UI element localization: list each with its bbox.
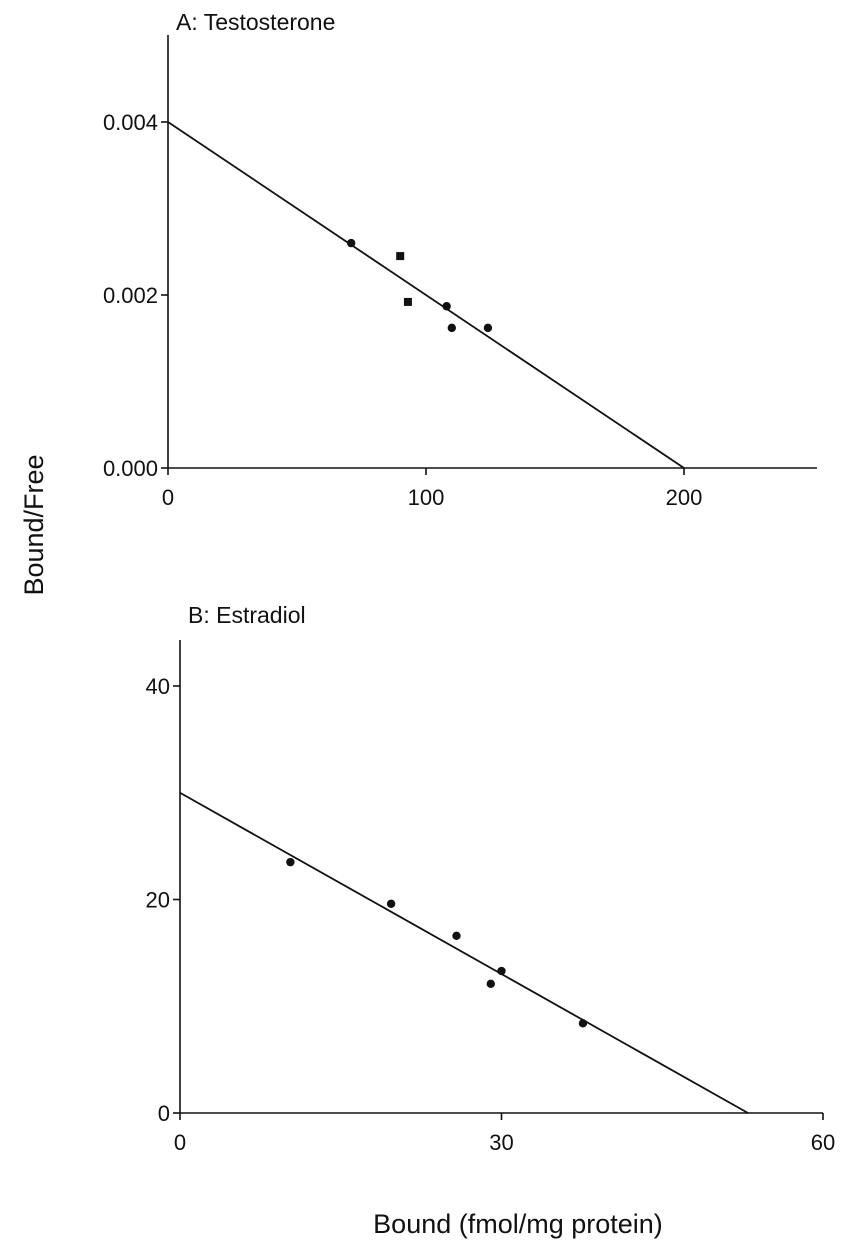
chart1-x-tick-label: 30 [489,1130,513,1155]
x-axis-title: Bound (fmol/mg protein) [373,1209,663,1239]
chart1-data-point [578,1019,588,1028]
chart0-x-tick-label: 200 [666,485,703,510]
chart0-fit-line [167,121,685,469]
chart1-x-tick-label: 0 [174,1130,186,1155]
chart1-y-tick-label: 20 [146,888,170,913]
chart0-data-point [483,323,493,333]
chart0-y-tick-label: 0.004 [103,110,158,135]
chart1-data-point [386,899,396,908]
chart1-data-point [452,931,461,940]
panel-b-title: B: Estradiol [188,602,306,628]
chart1-data-point [497,966,506,976]
chart0-data-point [346,238,356,248]
chart0-data-point-square [403,297,412,306]
chart1-x-tick-label: 60 [811,1130,835,1155]
panel-a-title: A: Testosterone [176,9,335,35]
y-axis-title: Bound/Free [19,454,49,595]
chart1-data-point [286,857,295,867]
chart0-data-point [442,302,451,311]
chart0-data-point [447,323,456,333]
chart0-x-tick-label: 100 [408,485,445,510]
chart0-y-tick-label: 0.000 [103,456,158,481]
chart1-data-point [486,979,495,989]
chart0-data-point-square [396,252,405,261]
chart1-y-tick-label: 0 [158,1101,170,1126]
chart1-fit-line [179,791,749,1114]
panel-a-testosterone: A: Testosterone 0.000 0.002 0.004 0 100 200 [103,9,817,510]
chart0-x-tick-label: 0 [162,485,174,510]
chart1-y-tick-label: 40 [146,674,170,699]
chart0-y-tick-label: 0.002 [103,283,158,308]
panel-b-estradiol: B: Estradiol 0 20 40 0 30 60 [146,602,836,1155]
